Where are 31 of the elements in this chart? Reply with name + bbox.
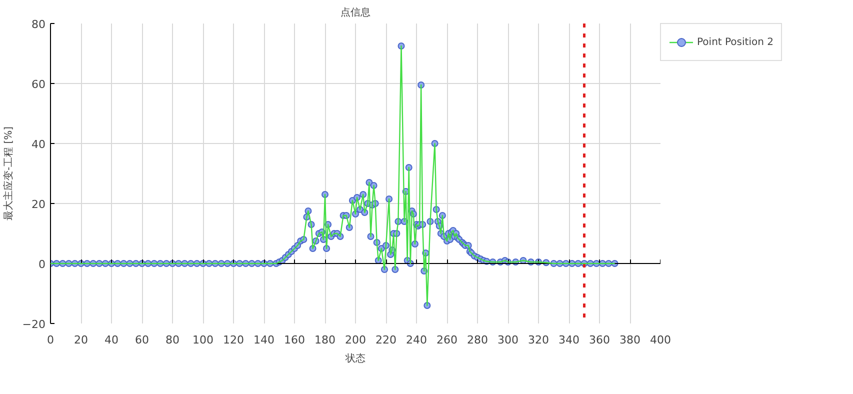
x-tick-label: 60 bbox=[135, 334, 149, 346]
x-tick-label: 100 bbox=[192, 334, 214, 346]
y-tick-label: 20 bbox=[32, 198, 46, 211]
y-tick-label: 80 bbox=[32, 18, 46, 31]
x-tick-label: 360 bbox=[589, 334, 610, 346]
x-tick-label: 400 bbox=[650, 334, 671, 346]
x-tick-label: 220 bbox=[376, 334, 396, 346]
x-tick-label: 140 bbox=[254, 334, 274, 346]
x-tick-label: 80 bbox=[166, 334, 180, 346]
x-tick-label: 320 bbox=[528, 334, 549, 346]
x-tick-label: 300 bbox=[498, 334, 518, 346]
y-tick-label: 0 bbox=[38, 258, 46, 271]
x-axis-title: 状态 bbox=[344, 352, 366, 364]
y-axis-title: 最大主应变-工程 [%] bbox=[2, 126, 14, 221]
x-tick-label: 380 bbox=[620, 334, 640, 346]
x-tick-label: 120 bbox=[223, 334, 244, 346]
y-tick-label: 60 bbox=[32, 78, 46, 91]
x-tick-label: 260 bbox=[436, 334, 458, 346]
x-tick-label: 20 bbox=[74, 334, 88, 346]
x-tick-label: 200 bbox=[345, 334, 366, 346]
x-tick-label: 160 bbox=[284, 334, 305, 346]
x-tick-label: 0 bbox=[47, 334, 54, 346]
x-tick-label: 180 bbox=[314, 334, 336, 346]
y-tick-label: −20 bbox=[22, 318, 46, 331]
x-tick-label: 340 bbox=[558, 334, 580, 346]
y-tick-label: 40 bbox=[32, 138, 46, 151]
chart-title: 点信息 bbox=[340, 6, 370, 18]
legend-label: Point Position 2 bbox=[697, 36, 774, 48]
x-tick-label: 280 bbox=[467, 334, 488, 346]
x-tick-label: 240 bbox=[406, 334, 427, 346]
x-tick-label: 40 bbox=[104, 334, 118, 346]
